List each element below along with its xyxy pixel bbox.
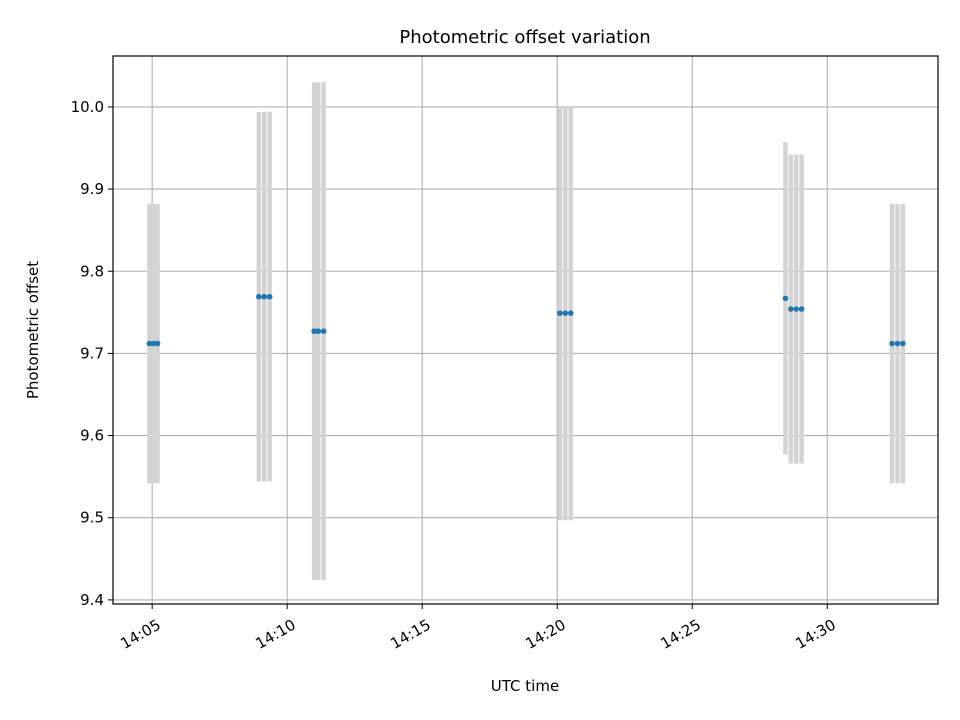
data-point: [256, 293, 262, 300]
y-tick-label: 10.0: [71, 98, 104, 116]
data-point: [154, 340, 161, 347]
data-point: [266, 293, 273, 300]
data-point: [557, 310, 563, 316]
chart-title: Photometric offset variation: [399, 27, 650, 48]
data-points: [146, 293, 906, 347]
data-point: [894, 340, 901, 347]
data-point: [562, 310, 569, 316]
y-tick-label: 9.5: [80, 509, 104, 527]
data-point: [146, 340, 153, 347]
data-point: [261, 293, 268, 300]
plot-frame: [112, 55, 939, 605]
y-tick-label: 9.6: [80, 427, 104, 445]
data-point: [900, 340, 906, 347]
data-point: [889, 340, 895, 347]
data-point: [150, 340, 157, 347]
data-point: [315, 328, 322, 335]
data-point: [782, 295, 789, 302]
y-tick-label: 9.9: [80, 180, 104, 198]
y-axis-ticks: 9.4 9.5 9.6 9.7 9.8 9.9 10.0: [71, 98, 113, 609]
y-tick-label: 9.8: [80, 262, 104, 280]
data-point: [793, 306, 800, 312]
data-point: [798, 306, 805, 312]
data-point: [320, 328, 327, 335]
y-tick-label: 9.4: [80, 591, 104, 609]
data-point: [567, 310, 574, 316]
x-axis-label: UTC time: [491, 677, 559, 695]
data-point: [311, 328, 317, 335]
y-tick-label: 9.7: [80, 344, 104, 362]
data-point: [788, 306, 794, 312]
y-axis-label: Photometric offset: [24, 261, 42, 399]
